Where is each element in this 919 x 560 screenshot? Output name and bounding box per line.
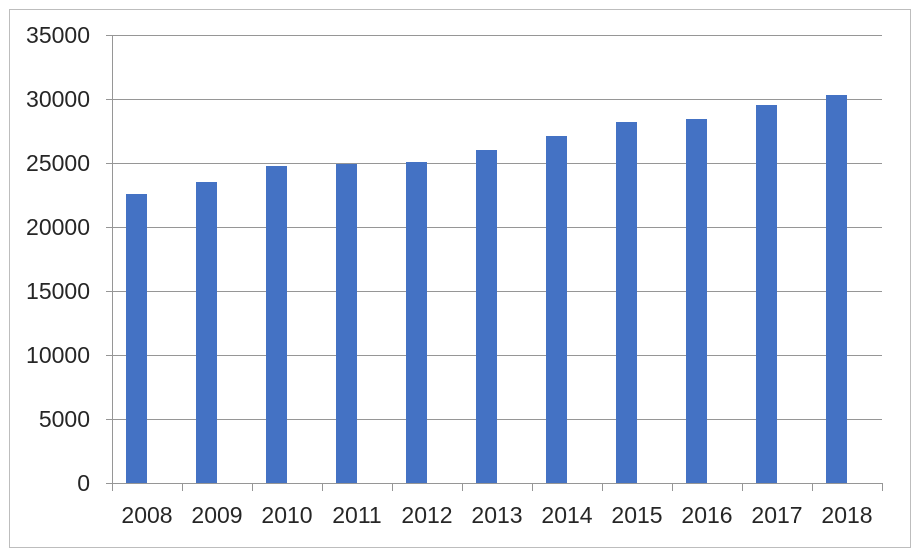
bar-2014 <box>546 136 567 483</box>
bar-2017 <box>756 105 777 483</box>
x-axis-tick <box>112 483 113 491</box>
x-axis-label-2018: 2018 <box>821 502 873 528</box>
x-axis-tick <box>322 483 323 491</box>
x-axis-label-2012: 2012 <box>401 502 453 528</box>
x-axis-label-2017: 2017 <box>751 502 803 528</box>
y-axis-tick-label: 25000 <box>26 150 90 176</box>
x-axis-tick <box>182 483 183 491</box>
y-axis-line <box>112 35 113 491</box>
bar-2018 <box>826 95 847 483</box>
x-axis-label-2016: 2016 <box>681 502 733 528</box>
y-axis-tick-label: 10000 <box>26 342 90 368</box>
x-axis-tick <box>672 483 673 491</box>
x-axis-tick <box>392 483 393 491</box>
bar-2013 <box>476 150 497 483</box>
bar-2010 <box>266 165 287 483</box>
bar-2015 <box>616 122 637 483</box>
y-axis-tick-label: 20000 <box>26 214 90 240</box>
y-axis-tick-label: 5000 <box>38 406 90 432</box>
x-axis-label-2009: 2009 <box>191 502 243 528</box>
x-axis-tick <box>462 483 463 491</box>
x-axis-label-2008: 2008 <box>121 502 173 528</box>
bar-2009 <box>196 182 217 483</box>
y-axis-tick-label: 0 <box>77 470 90 496</box>
y-axis-tick-label: 30000 <box>26 86 90 112</box>
x-axis-label-2015: 2015 <box>611 502 663 528</box>
x-axis-tick <box>252 483 253 491</box>
x-axis-label-2011: 2011 <box>332 502 382 528</box>
y-axis-tick-label: 35000 <box>26 22 90 48</box>
bar-2012 <box>406 161 427 483</box>
bar-2011 <box>336 164 357 483</box>
y-gridline <box>106 35 882 36</box>
y-axis-tick-label: 15000 <box>26 278 90 304</box>
y-gridline <box>106 99 882 100</box>
bar-2016 <box>686 119 707 483</box>
x-axis-tick <box>532 483 533 491</box>
x-axis-label-2014: 2014 <box>541 502 593 528</box>
x-axis-label-2010: 2010 <box>261 502 313 528</box>
bar-2008 <box>126 193 147 483</box>
x-axis-tick <box>602 483 603 491</box>
x-axis-tick <box>812 483 813 491</box>
x-axis-tick <box>742 483 743 491</box>
x-axis-line <box>106 483 882 484</box>
x-axis-label-2013: 2013 <box>471 502 523 528</box>
x-axis-tick <box>882 483 883 491</box>
